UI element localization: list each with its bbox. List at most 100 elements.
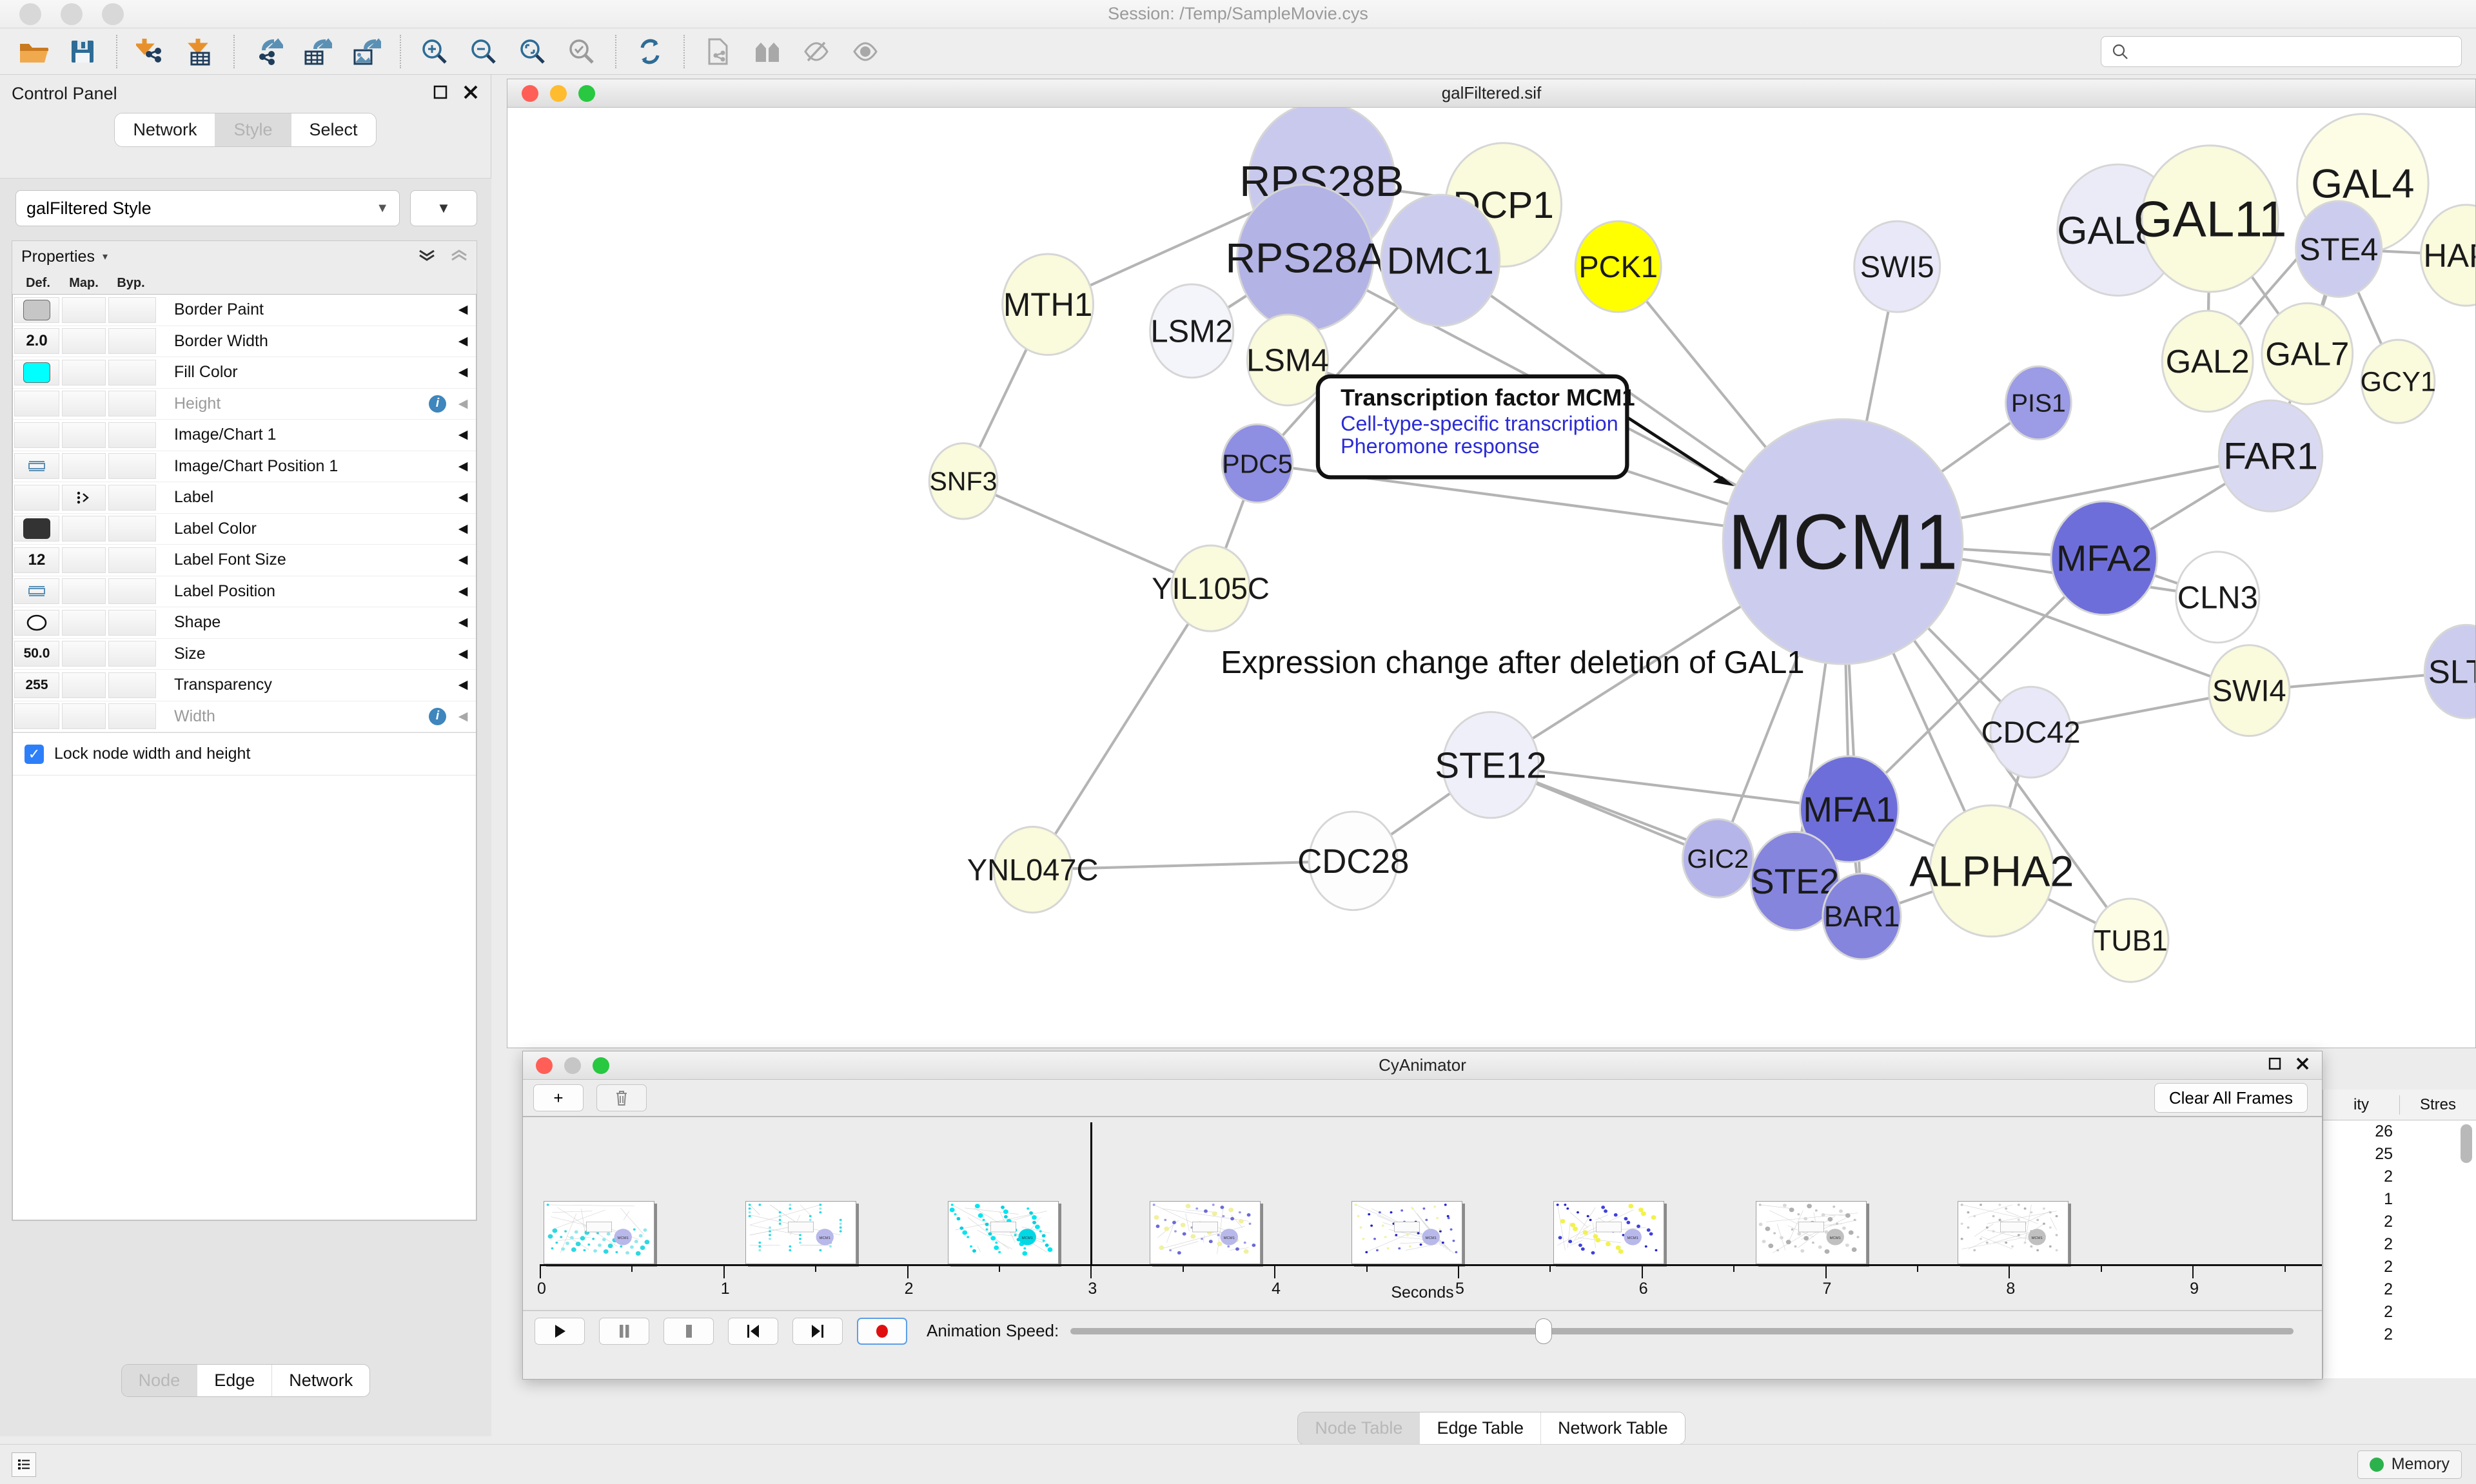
def-cell-label-color[interactable] <box>14 516 59 542</box>
table-row[interactable]: 2 <box>2384 1280 2393 1298</box>
search-input[interactable] <box>2136 42 2451 61</box>
network-node[interactable]: SWI5 <box>1853 220 1941 313</box>
byp-cell-transparency[interactable] <box>108 672 156 698</box>
byp-cell-label-color[interactable] <box>108 516 156 542</box>
map-cell-border-paint[interactable] <box>62 297 106 323</box>
byp-cell-border-width[interactable] <box>108 328 156 355</box>
map-cell-label-font-size[interactable] <box>62 547 106 573</box>
byp-cell-height[interactable] <box>108 391 156 417</box>
timeline-frame-thumbnail[interactable]: MCM1 <box>745 1201 857 1264</box>
network-node[interactable]: BAR1 <box>1822 872 1902 961</box>
table-row[interactable]: Image/Chart 1 ◀ <box>13 420 476 451</box>
timeline-frame-thumbnail[interactable]: MCM1 <box>1351 1201 1463 1264</box>
table-row[interactable]: 1 <box>2384 1190 2393 1208</box>
table-row[interactable]: Height i ◀ <box>13 389 476 420</box>
map-cell-image-chart-1[interactable] <box>62 422 106 448</box>
map-cell-width[interactable] <box>62 703 106 730</box>
export-network-icon[interactable] <box>244 32 293 72</box>
network-node[interactable]: PCK1 <box>1574 220 1662 313</box>
def-cell-width[interactable] <box>14 703 59 730</box>
play-button[interactable] <box>535 1317 585 1345</box>
expand-arrow-icon[interactable]: ◀ <box>458 647 468 661</box>
expand-arrow-icon[interactable]: ◀ <box>458 396 468 411</box>
close-icon[interactable] <box>2295 1056 2310 1075</box>
network-node[interactable]: MCM1 <box>1722 418 1964 665</box>
timeline-frame-thumbnail[interactable]: MCM1 <box>1957 1201 2068 1264</box>
properties-caret-icon[interactable]: ▾ <box>102 251 108 262</box>
lock-node-size-checkbox[interactable]: ✓ <box>25 744 44 764</box>
def-cell-label-font-size[interactable]: 12 <box>14 547 59 573</box>
network-node[interactable]: STE2 <box>1749 830 1840 932</box>
close-cyanimator-dot[interactable] <box>536 1057 553 1074</box>
clear-all-frames-button[interactable]: Clear All Frames <box>2154 1083 2308 1113</box>
expand-arrow-icon[interactable]: ◀ <box>458 678 468 692</box>
expand-arrow-icon[interactable]: ◀ <box>458 334 468 348</box>
byp-cell-label-font-size[interactable] <box>108 547 156 573</box>
network-node[interactable]: CLN3 <box>2175 551 2261 644</box>
def-cell-label[interactable] <box>14 484 59 511</box>
fit-selected-icon[interactable] <box>508 32 557 72</box>
timeline-frame-thumbnail[interactable]: MCM1 <box>1755 1201 1867 1264</box>
close-window-dot[interactable] <box>19 3 41 25</box>
timeline-frame-thumbnail[interactable]: MCM1 <box>1553 1201 1665 1264</box>
def-cell-fill-color[interactable] <box>14 359 59 386</box>
zoom-in-icon[interactable] <box>410 32 459 72</box>
search-box[interactable] <box>2101 36 2462 67</box>
export-table-icon[interactable] <box>293 32 342 72</box>
network-node[interactable]: RPS28A <box>1226 183 1386 332</box>
record-button[interactable] <box>857 1317 907 1345</box>
minimize-cyanimator-dot[interactable] <box>564 1057 581 1074</box>
table-row[interactable]: Label Color ◀ <box>13 514 476 545</box>
minimize-window-dot[interactable] <box>61 3 83 25</box>
table-row[interactable]: 2 <box>2384 1213 2393 1231</box>
network-node[interactable]: GAL2 <box>2161 309 2254 413</box>
map-cell-transparency[interactable] <box>62 672 106 698</box>
zoom-out-icon[interactable] <box>459 32 508 72</box>
new-network-icon[interactable] <box>694 32 743 72</box>
table-row[interactable]: 255 Transparency ◀ <box>13 670 476 701</box>
byp-cell-image-chart-position-1[interactable] <box>108 453 156 480</box>
lock-node-size-row[interactable]: ✓ Lock node width and height <box>13 732 476 775</box>
network-node[interactable]: PIS1 <box>2005 365 2072 441</box>
table-row[interactable]: 26 <box>2375 1122 2393 1140</box>
network-node[interactable]: YNL047C <box>967 826 1099 914</box>
vertical-scrollbar[interactable] <box>2461 1124 2472 1163</box>
network-node[interactable]: PDC5 <box>1221 423 1294 504</box>
delete-frame-button[interactable] <box>596 1084 647 1111</box>
info-icon[interactable]: i <box>429 707 446 725</box>
map-cell-label-position[interactable] <box>62 578 106 605</box>
column-header-centrality[interactable]: ity <box>2353 1095 2369 1113</box>
expand-arrow-icon[interactable]: ◀ <box>458 491 468 505</box>
table-row[interactable]: 2 <box>2384 1235 2393 1253</box>
def-cell-shape[interactable] <box>14 609 59 636</box>
byp-cell-label[interactable] <box>108 484 156 511</box>
tab-style[interactable]: Style <box>215 113 291 146</box>
table-row[interactable]: 2.0 Border Width ◀ <box>13 326 476 357</box>
expand-arrow-icon[interactable]: ◀ <box>458 366 468 380</box>
table-row[interactable]: Shape ◀ <box>13 607 476 639</box>
export-image-icon[interactable] <box>342 32 391 72</box>
network-node[interactable]: STE4 <box>2295 200 2383 298</box>
stop-button[interactable] <box>663 1317 714 1345</box>
animation-speed-slider[interactable] <box>1070 1318 2294 1344</box>
cyanimator-timeline[interactable]: MCM1 MCM1 MCM1 MCM1 MCM1 MCM1 MCM1 MCM1 … <box>523 1117 2322 1311</box>
table-row[interactable]: Label Position ◀ <box>13 576 476 607</box>
network-node[interactable]: GCY1 <box>2361 338 2436 424</box>
table-row[interactable]: Fill Color ◀ <box>13 357 476 389</box>
network-node[interactable]: YIL105C <box>1152 544 1270 632</box>
map-cell-label-color[interactable] <box>62 516 106 542</box>
list-icon[interactable] <box>12 1452 36 1477</box>
network-canvas[interactable]: RPS28B DCP1 RPS28A DMC1 PCK1 SWI5 GAL80 GAL11 GA… <box>507 108 2475 1048</box>
network-node[interactable]: ALPHA2 <box>1909 804 2074 938</box>
def-cell-border-paint[interactable] <box>14 297 59 323</box>
network-node[interactable]: LSM4 <box>1246 313 1330 407</box>
timeline-playhead[interactable] <box>1090 1122 1093 1265</box>
network-node[interactable]: SLT2 <box>2423 623 2475 719</box>
map-cell-size[interactable] <box>62 641 106 667</box>
skip-start-button[interactable] <box>728 1317 778 1345</box>
expand-arrow-icon[interactable]: ◀ <box>458 553 468 567</box>
map-cell-shape[interactable] <box>62 609 106 636</box>
def-cell-image-chart-1[interactable] <box>14 422 59 448</box>
map-cell-border-width[interactable] <box>62 328 106 355</box>
table-row[interactable]: 12 Label Font Size ◀ <box>13 545 476 576</box>
